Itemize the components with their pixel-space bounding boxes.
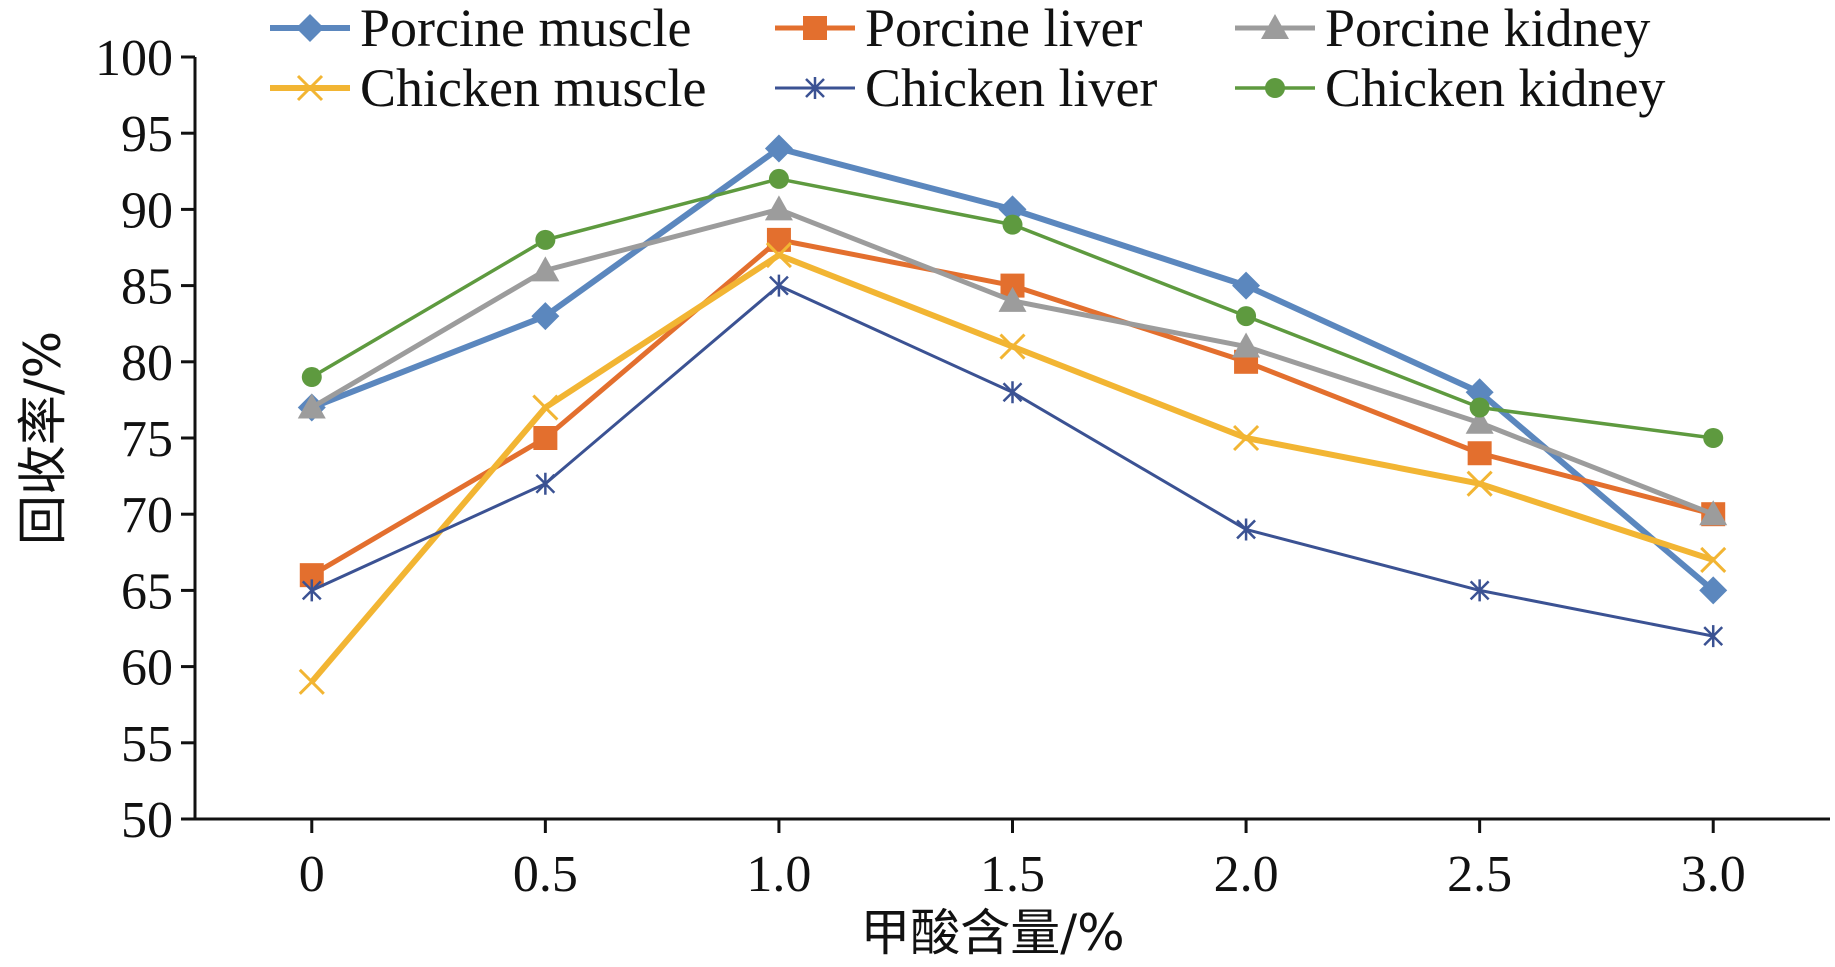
data-point xyxy=(769,274,789,297)
y-tick-label: 65 xyxy=(121,563,173,620)
legend-item: Porcine muscle xyxy=(270,0,691,58)
data-point xyxy=(765,242,792,269)
y-tick-label: 75 xyxy=(121,411,173,468)
legend-label: Porcine muscle xyxy=(360,0,691,58)
legend-label: Porcine liver xyxy=(865,0,1142,58)
x-tick-label: 2.0 xyxy=(1214,846,1279,903)
y-tick-label: 90 xyxy=(121,182,173,239)
data-point xyxy=(1699,576,1728,605)
y-tick-label: 60 xyxy=(121,640,173,697)
legend-marker xyxy=(805,77,825,99)
data-point xyxy=(301,579,322,602)
series-line xyxy=(309,252,1715,684)
x-tick-label: 0 xyxy=(299,846,325,903)
data-point xyxy=(1002,381,1023,404)
y-tick-label: 80 xyxy=(121,335,173,392)
data-point xyxy=(1466,470,1493,497)
legend-item: Porcine liver xyxy=(775,0,1142,58)
data-point xyxy=(1703,625,1724,648)
y-tick-label: 95 xyxy=(121,106,173,163)
x-axis-title: 甲酸含量/% xyxy=(860,904,1124,962)
series-chicken-kidney xyxy=(301,168,1724,448)
legend-item: Chicken liver xyxy=(775,58,1157,118)
data-point xyxy=(297,393,326,419)
data-point xyxy=(1699,500,1728,526)
x-tick-label: 1.5 xyxy=(980,846,1045,903)
x-tick-label: 0.5 xyxy=(513,846,578,903)
data-point xyxy=(1232,271,1261,300)
legend-label: Porcine kidney xyxy=(1325,0,1650,58)
y-tick-label: 100 xyxy=(95,30,173,87)
legend-marker xyxy=(1265,78,1285,98)
data-point xyxy=(1002,214,1023,235)
legend-item: Chicken muscle xyxy=(270,58,706,118)
data-point xyxy=(535,229,556,250)
y-tick-label: 55 xyxy=(121,716,173,773)
y-tick-label: 50 xyxy=(121,792,173,849)
data-point xyxy=(1700,546,1727,573)
legend-item: Porcine kidney xyxy=(1235,0,1650,58)
y-axis-title: 回收率/% xyxy=(14,331,72,545)
data-point xyxy=(768,168,789,189)
data-point xyxy=(535,472,556,495)
data-point xyxy=(1236,306,1257,327)
data-point xyxy=(1465,408,1494,434)
series-porcine-kidney xyxy=(297,195,1728,526)
data-point xyxy=(764,134,793,163)
x-tick-label: 1.0 xyxy=(746,846,811,903)
y-tick-label: 85 xyxy=(121,259,173,316)
axes xyxy=(193,57,1830,821)
data-point xyxy=(1469,579,1490,602)
legend-label: Chicken liver xyxy=(865,58,1157,118)
legend: Porcine muscle Porcine liver Porcine kidne… xyxy=(270,0,1665,118)
data-point xyxy=(1232,332,1261,358)
data-point xyxy=(998,286,1027,312)
data-point xyxy=(532,394,559,421)
legend-label: Chicken kidney xyxy=(1325,58,1665,118)
data-point xyxy=(1703,428,1724,448)
data-point xyxy=(764,195,793,221)
legend-marker xyxy=(296,14,324,42)
data-point xyxy=(301,367,322,388)
x-tick-label: 3.0 xyxy=(1681,846,1746,903)
y-axis-ticks: 50 55 60 65 70 75 80 85 90 95 100 xyxy=(95,30,195,849)
data-point xyxy=(298,668,325,695)
data-point xyxy=(999,333,1026,360)
legend-item: Chicken kidney xyxy=(1235,58,1665,118)
series-chicken-liver xyxy=(301,274,1724,648)
legend-marker xyxy=(1261,14,1289,39)
series-porcine-liver xyxy=(299,227,1726,588)
legend-marker xyxy=(296,74,324,102)
data-point xyxy=(1465,378,1494,407)
legend-marker xyxy=(803,16,827,40)
data-point xyxy=(531,302,560,331)
data-point xyxy=(531,256,560,282)
legend-label: Chicken muscle xyxy=(360,58,706,118)
series-chicken-muscle xyxy=(298,242,1727,695)
y-tick-label: 70 xyxy=(121,487,173,544)
data-point xyxy=(1467,441,1492,466)
data-point xyxy=(1233,424,1260,452)
series-layer xyxy=(297,134,1728,695)
series-porcine-muscle xyxy=(297,134,1728,605)
data-point xyxy=(1236,518,1256,541)
data-point xyxy=(1469,397,1490,418)
data-point xyxy=(998,195,1027,224)
x-axis-ticks: 0 0.5 1.0 1.5 2.0 2.5 3.0 xyxy=(299,819,1746,903)
data-point xyxy=(533,426,558,450)
x-tick-label: 2.5 xyxy=(1447,846,1512,903)
